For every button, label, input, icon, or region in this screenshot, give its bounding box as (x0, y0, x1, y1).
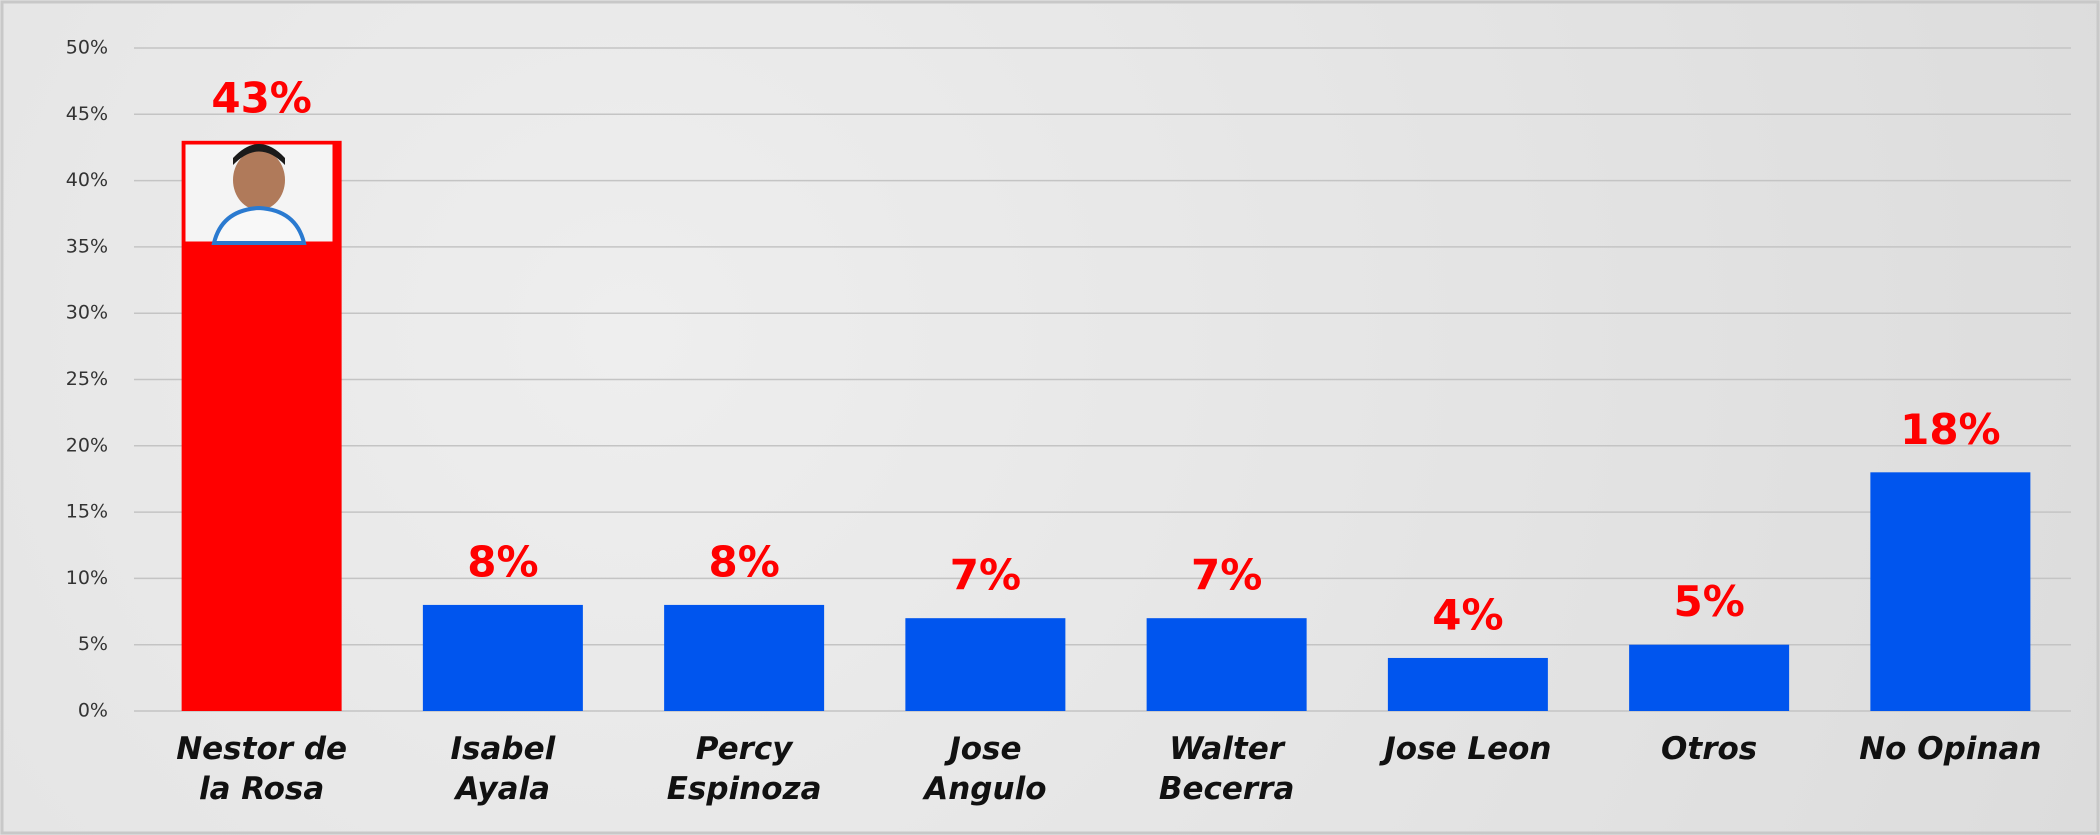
value-label: 4% (1432, 590, 1503, 639)
y-tick-label: 35% (66, 235, 108, 257)
x-tick-label: Otros (1661, 731, 1758, 767)
bar (422, 604, 583, 711)
y-tick-label: 25% (66, 368, 108, 390)
y-tick-label: 40% (66, 169, 108, 191)
bar (1146, 618, 1307, 711)
bar (1387, 657, 1548, 711)
x-tick-label: Nestor de la Rosa (176, 731, 348, 807)
value-label: 5% (1673, 577, 1744, 626)
value-label: 7% (950, 551, 1021, 600)
y-tick-label: 30% (66, 302, 108, 324)
y-tick-label: 10% (66, 567, 108, 589)
bar (1870, 472, 2031, 711)
y-tick-label: 0% (78, 700, 108, 722)
y-tick-label: 20% (66, 434, 108, 456)
value-label: 43% (211, 73, 312, 122)
value-label: 8% (467, 537, 538, 586)
bar (1629, 644, 1790, 711)
x-tick-label: No Opinan (1859, 731, 2042, 767)
y-tick-label: 45% (66, 103, 108, 125)
x-tick-label: Jose Leon (1384, 731, 1552, 767)
y-tick-label: 50% (66, 37, 108, 59)
value-label: 7% (1191, 551, 1262, 600)
photo (182, 141, 336, 245)
bar (905, 618, 1066, 711)
y-tick-label: 15% (66, 501, 108, 523)
y-tick-label: 5% (78, 633, 108, 655)
value-label: 18% (1900, 405, 2001, 454)
x-tick-label: Walter Becerra (1158, 731, 1295, 807)
x-tick-label: Percy Espinoza (666, 731, 822, 807)
value-label: 8% (708, 537, 779, 586)
x-tick-label: Isabel Ayala (450, 731, 556, 807)
bar (664, 604, 825, 711)
x-tick-label: Jose Angulo (924, 731, 1047, 807)
